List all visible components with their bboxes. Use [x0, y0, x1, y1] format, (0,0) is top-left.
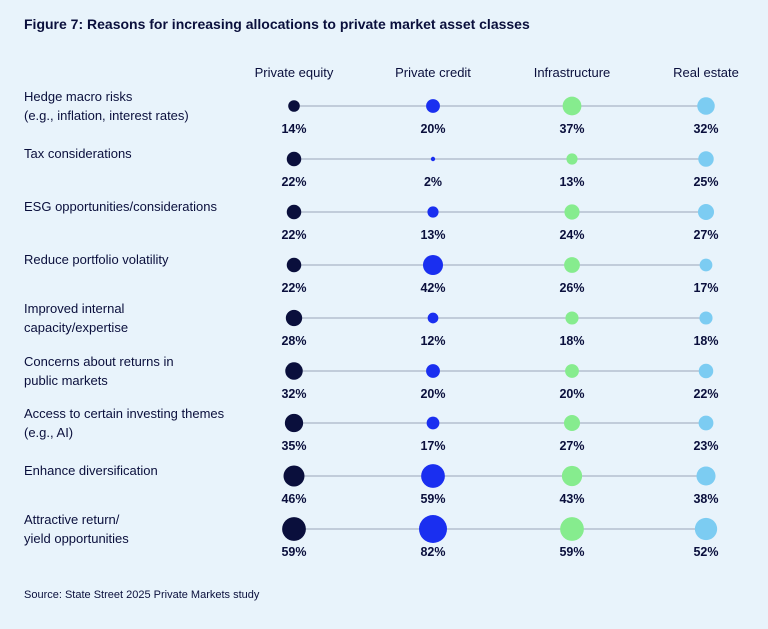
- data-label: 59%: [559, 545, 584, 559]
- row-label: Reduce portfolio volatility: [24, 252, 169, 267]
- column-header: Private credit: [395, 65, 471, 80]
- data-dot: [698, 363, 714, 379]
- data-dot: [565, 364, 579, 378]
- data-label: 32%: [693, 122, 718, 136]
- data-label: 82%: [420, 545, 445, 559]
- data-label: 22%: [281, 281, 306, 295]
- data-dot: [286, 204, 302, 220]
- data-label: 37%: [559, 122, 584, 136]
- source-note: Source: State Street 2025 Private Market…: [24, 589, 260, 601]
- row-label: Access to certain investing themes: [24, 406, 225, 421]
- column-header: Private equity: [255, 65, 334, 80]
- data-dot: [421, 464, 445, 488]
- data-label: 13%: [559, 175, 584, 189]
- data-dot: [283, 465, 305, 487]
- data-label: 17%: [420, 439, 445, 453]
- data-label: 20%: [420, 122, 445, 136]
- data-dot: [564, 257, 580, 273]
- data-label: 24%: [559, 228, 584, 242]
- data-label: 20%: [559, 387, 584, 401]
- data-dot: [285, 362, 303, 380]
- data-dot: [698, 151, 714, 167]
- data-dot: [694, 517, 718, 541]
- data-dot: [282, 517, 306, 541]
- data-label: 59%: [281, 545, 306, 559]
- data-dot: [563, 414, 581, 432]
- data-dot: [430, 156, 436, 162]
- data-label: 23%: [693, 439, 718, 453]
- data-label: 26%: [559, 281, 584, 295]
- data-label: 42%: [420, 281, 445, 295]
- row-label: (e.g., AI): [24, 425, 73, 440]
- data-dot: [419, 515, 447, 543]
- data-label: 27%: [559, 439, 584, 453]
- data-label: 46%: [281, 492, 306, 506]
- data-dot: [422, 254, 444, 276]
- row-label: (e.g., inflation, interest rates): [24, 108, 189, 123]
- data-label: 13%: [420, 228, 445, 242]
- data-label: 32%: [281, 387, 306, 401]
- data-label: 28%: [281, 334, 306, 348]
- row-label: capacity/expertise: [24, 320, 128, 335]
- data-label: 27%: [693, 228, 718, 242]
- data-label: 22%: [281, 228, 306, 242]
- data-dot: [697, 97, 715, 115]
- row-label: Hedge macro risks: [24, 89, 133, 104]
- data-label: 38%: [693, 492, 718, 506]
- row-label: Attractive return/: [24, 512, 120, 527]
- row-label: public markets: [24, 373, 108, 388]
- data-dot: [286, 151, 302, 167]
- data-label: 22%: [693, 387, 718, 401]
- data-label: 18%: [559, 334, 584, 348]
- data-label: 52%: [693, 545, 718, 559]
- data-label: 20%: [420, 387, 445, 401]
- row-label: Improved internal: [24, 301, 125, 316]
- data-label: 18%: [693, 334, 718, 348]
- data-dot: [286, 257, 302, 273]
- row-label: ESG opportunities/considerations: [24, 199, 217, 214]
- data-dot: [427, 312, 439, 324]
- data-dot: [284, 413, 304, 433]
- row-label: yield opportunities: [24, 531, 129, 546]
- data-dot: [564, 204, 580, 220]
- data-label: 12%: [420, 334, 445, 348]
- data-dot: [565, 311, 579, 325]
- data-dot: [427, 206, 439, 218]
- data-dot: [426, 364, 440, 378]
- data-dot: [696, 466, 716, 486]
- row-label: Enhance diversification: [24, 463, 158, 478]
- data-label: 2%: [424, 175, 442, 189]
- data-dot: [426, 416, 440, 430]
- data-label: 59%: [420, 492, 445, 506]
- data-label: 25%: [693, 175, 718, 189]
- data-dot: [561, 465, 583, 487]
- data-dot: [698, 415, 714, 431]
- data-label: 17%: [693, 281, 718, 295]
- data-dot: [699, 258, 713, 272]
- data-dot: [699, 311, 713, 325]
- data-dot: [285, 309, 303, 327]
- data-label: 35%: [281, 439, 306, 453]
- data-dot: [426, 99, 440, 113]
- data-label: 43%: [559, 492, 584, 506]
- chart-title: Figure 7: Reasons for increasing allocat…: [24, 16, 530, 32]
- data-dot: [562, 96, 582, 116]
- column-header: Infrastructure: [534, 65, 611, 80]
- data-label: 22%: [281, 175, 306, 189]
- data-dot: [288, 100, 300, 112]
- row-label: Tax considerations: [24, 146, 132, 161]
- data-dot: [560, 517, 584, 541]
- data-label: 14%: [281, 122, 306, 136]
- column-header: Real estate: [673, 65, 739, 80]
- row-label: Concerns about returns in: [24, 354, 174, 369]
- data-dot: [697, 203, 715, 221]
- data-dot: [566, 153, 578, 165]
